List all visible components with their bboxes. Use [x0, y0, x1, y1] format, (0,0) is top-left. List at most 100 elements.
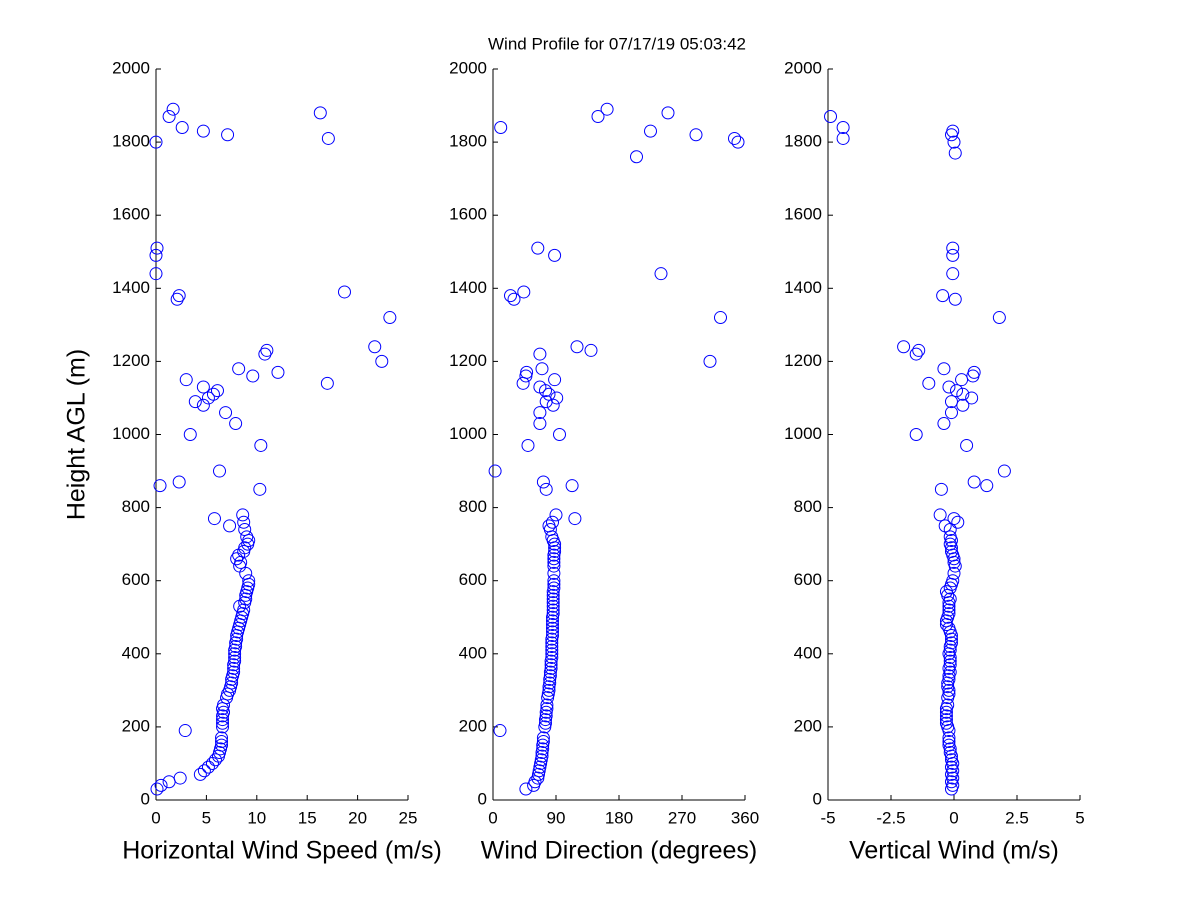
x-tick-label: 90	[547, 808, 566, 827]
y-tick-label: 600	[794, 570, 822, 589]
point	[239, 566, 253, 580]
point	[550, 391, 564, 405]
y-tick-label: 400	[794, 643, 822, 662]
y-tick-label: 1000	[784, 424, 822, 443]
point	[533, 380, 547, 394]
point	[254, 438, 268, 452]
y-tick-label: 1200	[784, 351, 822, 370]
point	[337, 285, 351, 299]
point	[689, 128, 703, 142]
x-axis-label: Vertical Wind (m/s)	[849, 837, 1059, 865]
point	[943, 537, 957, 551]
point	[714, 311, 727, 325]
point	[944, 767, 958, 781]
x-tick-label: 180	[605, 808, 633, 827]
point	[488, 464, 502, 478]
point	[897, 340, 911, 354]
point	[944, 395, 958, 409]
point	[238, 541, 252, 555]
point	[947, 512, 961, 526]
point	[547, 574, 561, 588]
point	[540, 702, 554, 716]
point	[205, 756, 219, 770]
point	[228, 647, 242, 661]
point	[228, 650, 242, 664]
point	[661, 106, 675, 120]
y-tick-label: 200	[794, 716, 822, 735]
x-tick-label: 25	[399, 808, 418, 827]
point	[320, 376, 334, 390]
point	[232, 362, 246, 376]
point	[520, 365, 534, 379]
point	[197, 764, 211, 778]
point	[946, 248, 960, 262]
point	[946, 574, 960, 588]
y-tick-label: 1800	[112, 132, 150, 151]
point	[547, 552, 561, 566]
y-tick-label: 1400	[784, 278, 822, 297]
point	[228, 654, 242, 668]
point	[540, 698, 554, 712]
point	[547, 577, 561, 591]
point	[950, 384, 964, 398]
point	[533, 406, 547, 420]
y-tick-label: 2000	[449, 58, 487, 77]
point	[166, 102, 180, 116]
point	[922, 376, 936, 390]
point	[936, 289, 950, 303]
y-tick-label: 1200	[449, 351, 487, 370]
point	[546, 592, 560, 606]
point	[939, 716, 953, 730]
point	[536, 475, 550, 489]
y-tick-label: 0	[813, 789, 822, 808]
point	[543, 669, 557, 683]
point	[942, 735, 956, 749]
point	[630, 150, 643, 164]
point	[173, 771, 187, 785]
point	[242, 574, 256, 588]
point	[216, 716, 230, 730]
x-axis-label: Horizontal Wind Speed (m/s)	[122, 837, 442, 865]
point	[153, 479, 167, 493]
point	[375, 354, 389, 368]
point	[227, 661, 241, 675]
point	[967, 475, 981, 489]
x-tick-label: 0	[151, 808, 160, 827]
point	[939, 709, 953, 723]
y-tick-label: 1600	[112, 205, 150, 224]
x-axis-label: Wind Direction (degrees)	[481, 837, 758, 865]
point	[368, 340, 382, 354]
point	[237, 515, 251, 529]
point	[942, 380, 956, 394]
point	[253, 482, 267, 496]
point	[542, 519, 556, 533]
y-tick-label: 800	[794, 497, 822, 516]
point	[548, 248, 562, 262]
point	[942, 687, 956, 701]
point	[213, 464, 227, 478]
point	[941, 680, 955, 694]
point	[546, 398, 560, 412]
y-tick-label: 0	[478, 789, 487, 808]
point	[531, 241, 545, 255]
point	[221, 128, 235, 142]
point	[570, 340, 584, 354]
point	[547, 581, 561, 595]
y-tick-label: 1800	[784, 132, 822, 151]
point	[909, 428, 923, 441]
point	[150, 782, 164, 796]
x-tick-label: 15	[298, 808, 317, 827]
point	[546, 618, 559, 632]
point	[547, 555, 561, 569]
point	[528, 775, 542, 789]
point	[207, 512, 221, 526]
point	[188, 395, 202, 409]
point	[997, 464, 1011, 478]
point	[955, 373, 969, 387]
point	[944, 753, 958, 767]
point	[944, 544, 958, 558]
point	[208, 753, 222, 767]
point	[948, 146, 962, 160]
